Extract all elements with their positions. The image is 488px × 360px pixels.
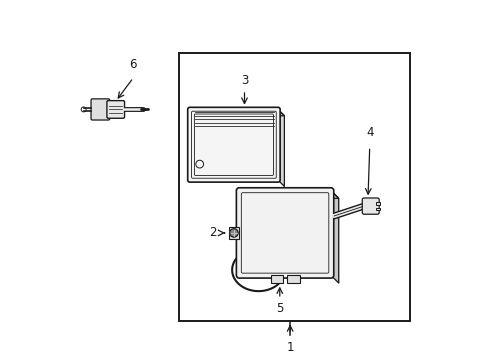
Text: 2: 2 xyxy=(208,226,216,239)
Bar xyxy=(228,226,239,239)
Polygon shape xyxy=(189,109,284,116)
Text: 4: 4 xyxy=(365,126,373,139)
FancyBboxPatch shape xyxy=(187,107,280,182)
FancyBboxPatch shape xyxy=(107,100,124,118)
Bar xyxy=(270,275,283,283)
Bar xyxy=(375,202,379,205)
Bar xyxy=(286,275,299,283)
Polygon shape xyxy=(239,190,338,198)
Text: 1: 1 xyxy=(286,341,293,354)
Polygon shape xyxy=(278,109,284,186)
Polygon shape xyxy=(330,190,338,283)
Text: 5: 5 xyxy=(276,302,283,315)
Bar xyxy=(179,53,409,321)
FancyBboxPatch shape xyxy=(91,99,109,120)
FancyBboxPatch shape xyxy=(362,198,378,214)
FancyBboxPatch shape xyxy=(236,188,333,278)
Circle shape xyxy=(229,229,238,237)
Text: 6: 6 xyxy=(129,58,137,71)
Bar xyxy=(375,207,379,210)
Text: 3: 3 xyxy=(240,73,248,86)
